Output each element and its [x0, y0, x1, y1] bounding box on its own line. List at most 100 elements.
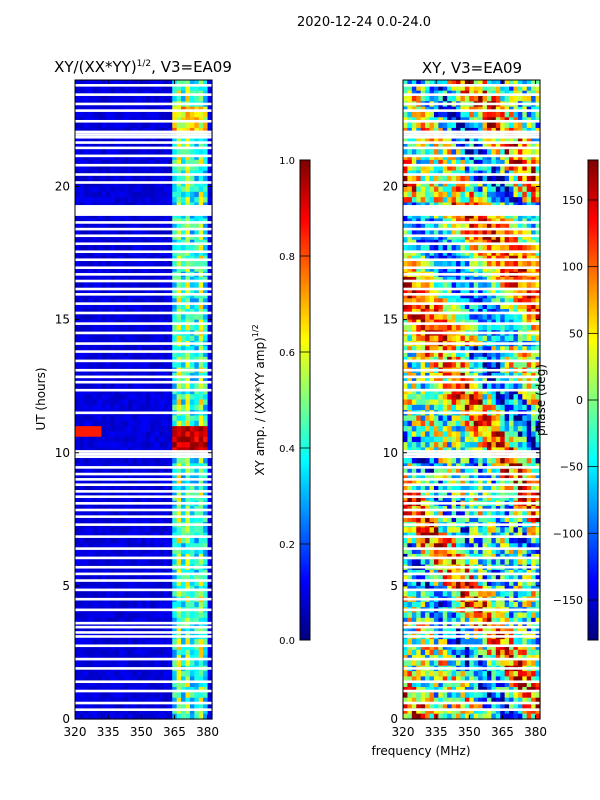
heatmap-cell	[88, 474, 94, 480]
heatmap-cell	[123, 154, 129, 161]
heatmap-cell	[478, 191, 484, 198]
heatmap-cell	[207, 175, 213, 182]
heatmap-cell	[75, 266, 81, 273]
heatmap-cell	[181, 245, 187, 251]
heatmap-cell	[132, 383, 138, 390]
heatmap-cell	[97, 458, 103, 464]
heatmap-cell	[150, 399, 156, 406]
heatmap-cell	[145, 245, 151, 251]
heatmap-cell	[407, 165, 413, 172]
heatmap-cell	[110, 404, 116, 411]
heatmap-cell	[163, 149, 169, 156]
heatmap-cell	[97, 713, 103, 720]
heatmap-cell	[456, 191, 462, 198]
heatmap-cell	[88, 697, 94, 704]
heatmap-cell	[420, 111, 426, 118]
heatmap-cell	[79, 713, 85, 720]
heatmap-cell	[411, 111, 417, 118]
heatmap-cell	[128, 250, 134, 257]
heatmap-cell	[403, 223, 409, 230]
heatmap-cell	[79, 537, 85, 544]
heatmap-cell	[407, 122, 413, 129]
heatmap-cell	[163, 266, 169, 273]
heatmap-cell	[167, 474, 173, 480]
heatmap-cell	[176, 399, 182, 406]
heatmap-cell	[425, 186, 431, 193]
heatmap-cell	[128, 649, 134, 656]
heatmap-cell	[88, 261, 94, 267]
figure-suptitle: 2020-12-24 0.0-24.0	[297, 15, 431, 30]
heatmap-cell	[207, 639, 213, 646]
heatmap-cell	[136, 660, 142, 667]
heatmap-cell	[172, 165, 178, 172]
heatmap-cell	[203, 612, 209, 619]
heatmap-cell	[203, 191, 209, 198]
heatmap-cell	[119, 186, 125, 193]
heatmap-cell	[194, 490, 200, 496]
heatmap-cell	[473, 234, 479, 241]
heatmap-cell	[145, 298, 151, 305]
heatmap-cell	[132, 575, 138, 582]
heatmap-cell	[92, 490, 98, 496]
heatmap-cell	[189, 181, 195, 188]
heatmap-cell	[154, 324, 160, 331]
heatmap-cell	[531, 181, 537, 188]
heatmap-cell	[176, 165, 182, 172]
heatmap-cell	[517, 229, 523, 236]
heatmap-cell	[194, 617, 200, 624]
heatmap-cell	[438, 266, 444, 273]
heatmap-cell	[114, 420, 120, 427]
heatmap-cell	[154, 580, 160, 587]
heatmap-cell	[172, 399, 178, 406]
heatmap-cell	[460, 149, 466, 156]
heatmap-cell	[141, 671, 147, 677]
heatmap-cell	[163, 324, 169, 331]
heatmap-cell	[101, 580, 107, 587]
heatmap-cell	[105, 458, 111, 464]
heatmap-cell	[92, 575, 98, 582]
heatmap-cell	[110, 80, 116, 86]
heatmap-cell	[531, 250, 537, 257]
heatmap-cell	[101, 111, 107, 118]
heatmap-cell	[198, 543, 204, 550]
flagged-row	[75, 625, 212, 629]
heatmap-cell	[105, 399, 111, 406]
heatmap-cell	[500, 159, 506, 166]
heatmap-cell	[464, 213, 470, 220]
heatmap-cell	[105, 250, 111, 257]
heatmap-cell	[150, 420, 156, 427]
heatmap-cell	[83, 191, 89, 198]
heatmap-cell	[105, 298, 111, 305]
heatmap-cell	[97, 154, 103, 161]
heatmap-cell	[79, 351, 85, 358]
heatmap-cell	[198, 559, 204, 566]
heatmap-cell	[154, 111, 160, 118]
heatmap-cell	[110, 351, 116, 358]
heatmap-cell	[83, 681, 89, 688]
heatmap-cell	[132, 639, 138, 646]
heatmap-cell	[535, 95, 541, 102]
heatmap-cell	[185, 426, 191, 433]
heatmap-cell	[105, 559, 111, 566]
heatmap-cell	[531, 213, 537, 220]
heatmap-cell	[79, 213, 85, 220]
heatmap-cell	[181, 612, 187, 619]
heatmap-cell	[101, 548, 107, 555]
heatmap-cell	[495, 266, 501, 273]
heatmap-cell	[79, 223, 85, 230]
heatmap-cell	[456, 85, 462, 92]
heatmap-cell	[403, 229, 409, 236]
heatmap-cell	[145, 266, 151, 273]
heatmap-cell	[198, 474, 204, 480]
heatmap-cell	[114, 703, 120, 709]
heatmap-cell	[128, 660, 134, 667]
heatmap-cell	[189, 458, 195, 464]
heatmap-cell	[185, 154, 191, 161]
heatmap-cell	[513, 186, 519, 193]
heatmap-cell	[105, 484, 111, 491]
heatmap-cell	[79, 181, 85, 188]
heatmap-cell	[75, 287, 81, 294]
heatmap-cell	[141, 660, 147, 667]
heatmap-cell	[150, 287, 156, 294]
